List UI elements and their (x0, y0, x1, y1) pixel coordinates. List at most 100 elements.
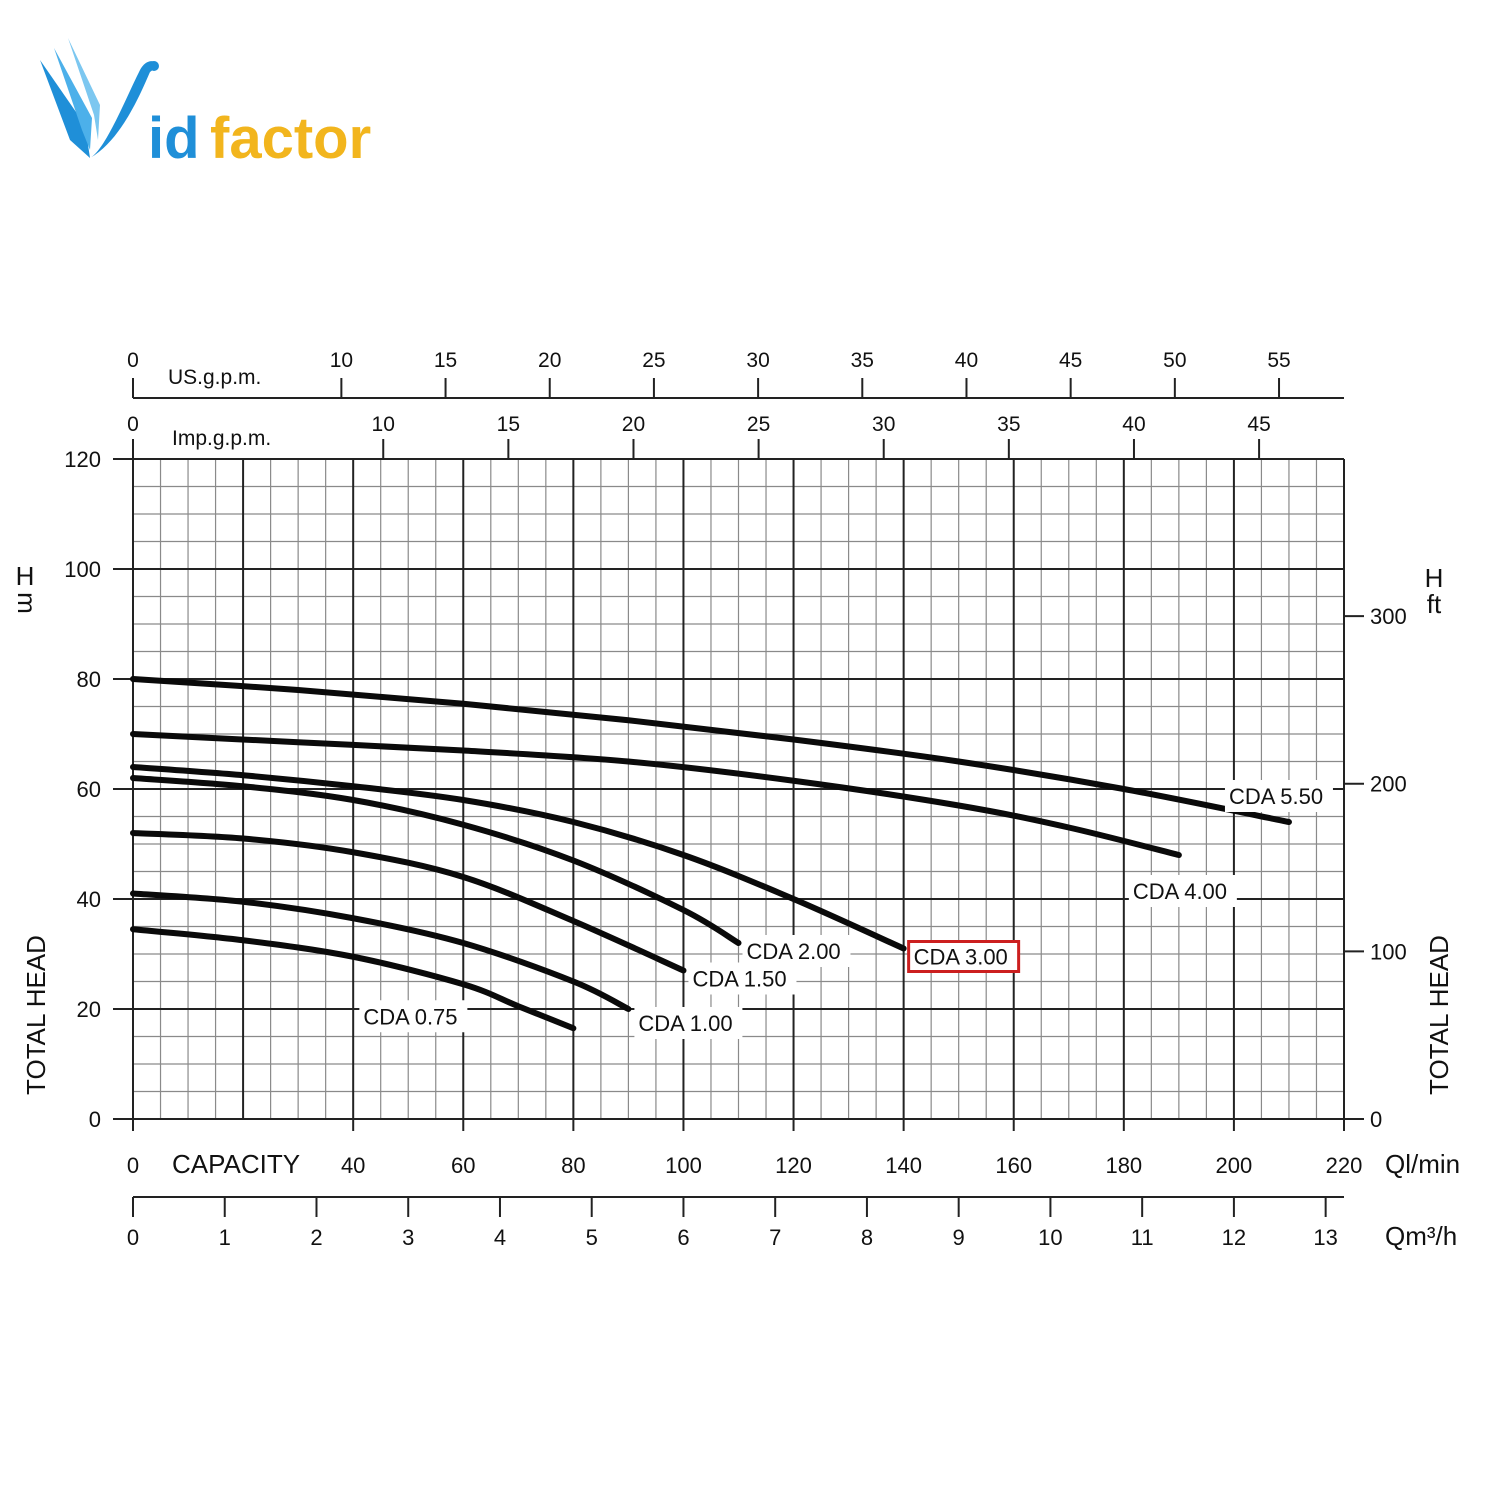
m3h-tick-label: 6 (677, 1225, 689, 1250)
vidfactor-logo-mark: id factor (40, 38, 371, 171)
curve-label-bg (634, 1007, 743, 1039)
x-tick-label: 100 (665, 1153, 702, 1178)
logo-feather-icon (40, 38, 159, 158)
imp-gpm-label: Imp.g.p.m. (172, 427, 271, 450)
curve-cda-3-00 (130, 764, 907, 952)
imp-gpm-tick-label: 30 (872, 413, 895, 436)
y-tick-label: 120 (64, 447, 101, 472)
curve-label-cda-2-00: CDA 2.00 (747, 939, 841, 964)
us-gpm-tick-label: 55 (1267, 349, 1290, 372)
imp-gpm-tick-label: 15 (497, 413, 520, 436)
curve-label-cda-3-00: CDA 3.00 (914, 945, 1008, 970)
performance-curves (130, 676, 1292, 1032)
imp-gpm-tick-label: 40 (1122, 413, 1145, 436)
curve-labels: CDA 0.75 CDA 1.00 CDA 1.50 CDA 2.00 CDA 3.00… (359, 780, 1333, 1039)
m3h-tick-label: 7 (769, 1225, 781, 1250)
curve-label-bg (742, 935, 851, 967)
m3h-tick-label: 8 (861, 1225, 873, 1250)
x-tick-label: 220 (1326, 1153, 1363, 1178)
logo-text-factor: factor (210, 106, 371, 170)
m3h-axis-label: Qm³/h (1385, 1221, 1457, 1251)
curve-label-highlight-box (907, 940, 1021, 973)
m3h-tick-label: 4 (494, 1225, 506, 1250)
us-gpm-tick-label: 20 (538, 349, 561, 372)
y-unit-right-h: H (1425, 563, 1444, 593)
y-tick-label: 0 (89, 1107, 101, 1132)
logo-text-id: id (148, 106, 200, 170)
curve-cda-1-00 (130, 890, 632, 1012)
x-tick-label: 0 (127, 1153, 139, 1178)
m3h-tick-label: 3 (402, 1225, 414, 1250)
y-tick-label: 100 (64, 557, 101, 582)
curve-cda-4-00 (130, 731, 1182, 858)
vidfactor-logo: id factor (30, 30, 390, 171)
curve-label-cda-1-00: CDA 1.00 (638, 1011, 732, 1036)
m3h-tick-label: 12 (1222, 1225, 1246, 1250)
curve-cda-1-50 (130, 830, 687, 974)
us-gpm-tick-label: 15 (434, 349, 457, 372)
curve-cda-0-75 (130, 926, 577, 1032)
curve-label-cda-1-50: CDA 1.50 (692, 967, 786, 992)
imp-gpm-tick-label: 35 (997, 413, 1020, 436)
imp-gpm-tick-label: 10 (372, 413, 395, 436)
ft-tick-label: 0 (1370, 1107, 1382, 1132)
curve-cda-2-00 (130, 775, 742, 946)
x-tick-label: 60 (451, 1153, 475, 1178)
y-tick-label: 40 (77, 887, 101, 912)
x-tick-label: 80 (561, 1153, 585, 1178)
imp-gpm-tick-label: 45 (1247, 413, 1270, 436)
us-gpm-tick-label: 35 (851, 349, 874, 372)
curve-label-bg (688, 962, 797, 995)
curve-cda-5-50 (130, 676, 1292, 825)
us-gpm-tick-label: 45 (1059, 349, 1082, 372)
x-tick-label: 180 (1105, 1153, 1142, 1178)
ft-tick-label: 300 (1370, 604, 1407, 629)
y-tick-label: 80 (77, 667, 101, 692)
x-tick-label: 40 (341, 1153, 365, 1178)
curve-label-bg (1128, 875, 1237, 907)
imp-gpm-tick-label: 0 (127, 413, 139, 436)
y-unit-left-m: m (12, 592, 42, 614)
x-axis-title: CAPACITY (172, 1149, 300, 1179)
x-tick-label: 160 (995, 1153, 1032, 1178)
y-unit-left-h: H (16, 561, 35, 591)
us-gpm-tick-label: 25 (642, 349, 665, 372)
m3h-tick-label: 11 (1131, 1225, 1154, 1250)
curve-label-bg (1224, 780, 1333, 812)
ft-tick-label: 200 (1370, 772, 1407, 797)
curve-label-bg (359, 1000, 468, 1033)
curve-label-cda-5-50: CDA 5.50 (1229, 784, 1323, 809)
y-unit-right: H ft (1425, 563, 1444, 619)
y-unit-left: H m (12, 561, 42, 614)
y-axis-title-right: TOTAL HEAD (1424, 935, 1454, 1095)
us-gpm-label: US.g.p.m. (168, 366, 261, 389)
us-gpm-tick-label: 30 (746, 349, 769, 372)
y-tick-label: 20 (77, 997, 101, 1022)
x-tick-label: 120 (775, 1153, 812, 1178)
m3h-tick-label: 13 (1313, 1225, 1337, 1250)
curve-label-cda-4-00: CDA 4.00 (1133, 879, 1227, 904)
us-gpm-tick-label: 50 (1163, 349, 1186, 372)
us-gpm-tick-label: 0 (127, 349, 139, 372)
m3h-tick-label: 1 (219, 1225, 231, 1250)
us-gpm-tick-label: 40 (955, 349, 978, 372)
m3h-tick-label: 9 (953, 1225, 965, 1250)
us-gpm-tick-label: 10 (330, 349, 353, 372)
imp-gpm-tick-label: 20 (622, 413, 645, 436)
x-tick-label: 200 (1216, 1153, 1253, 1178)
curve-label-cda-0-75: CDA 0.75 (363, 1004, 457, 1029)
imp-gpm-tick-label: 25 (747, 413, 770, 436)
x-tick-label: 140 (885, 1153, 922, 1178)
m3h-tick-label: 5 (586, 1225, 598, 1250)
curve-label-bg (909, 940, 1018, 973)
y-unit-right-ft: ft (1427, 589, 1442, 619)
y-axis-title-left: TOTAL HEAD (21, 935, 51, 1095)
m3h-tick-label: 10 (1038, 1225, 1062, 1250)
m3h-tick-label: 0 (127, 1225, 139, 1250)
x-axis-unit: Ql/min (1385, 1149, 1460, 1179)
m3h-tick-label: 2 (310, 1225, 322, 1250)
ft-tick-label: 100 (1370, 939, 1407, 964)
y-tick-label: 60 (77, 777, 101, 802)
